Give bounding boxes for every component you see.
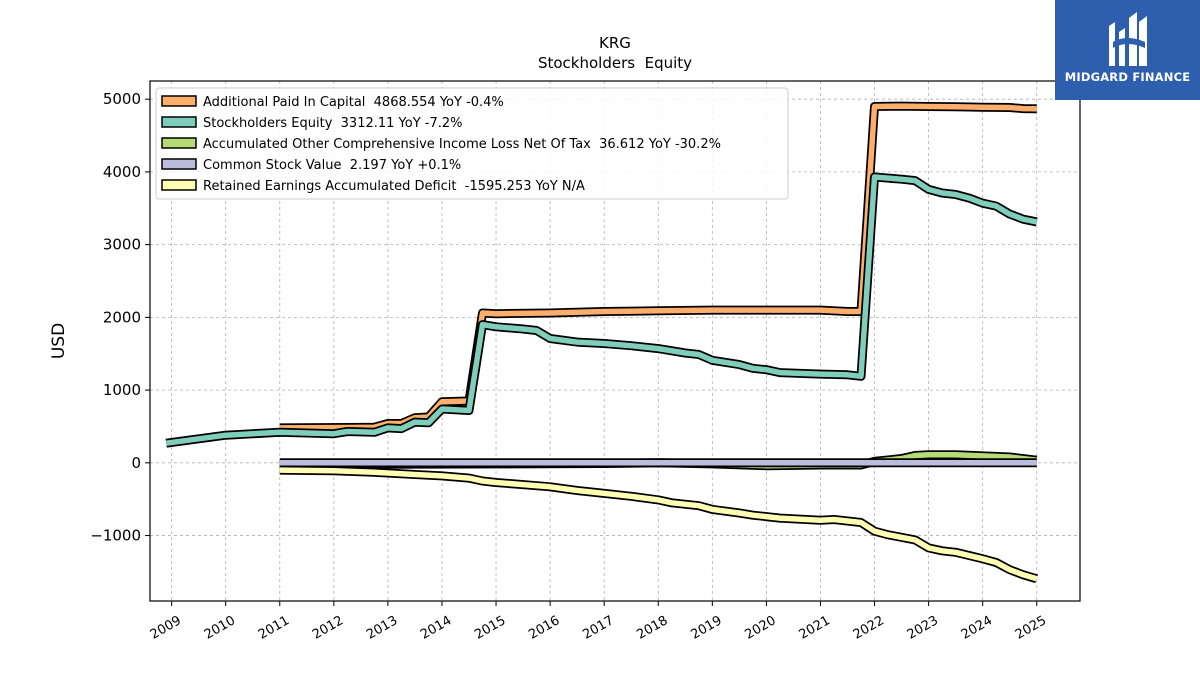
legend-label: Additional Paid In Capital 4868.554 YoY … xyxy=(203,95,504,110)
y-axis-label: USD xyxy=(49,323,69,359)
x-tick-label: 2024 xyxy=(959,613,995,643)
x-tick-label: 2010 xyxy=(202,613,238,643)
x-tick-label: 2009 xyxy=(148,613,184,643)
x-tick-label: 2022 xyxy=(851,613,887,643)
legend-label: Retained Earnings Accumulated Deficit -1… xyxy=(203,179,585,194)
x-tick-label: 2020 xyxy=(743,613,779,643)
legend-label: Common Stock Value 2.197 YoY +0.1% xyxy=(203,158,461,173)
y-tick-label: 2000 xyxy=(103,308,141,326)
x-tick-label: 2023 xyxy=(905,613,941,643)
plot-frame xyxy=(149,80,1081,602)
legend-label: Stockholders Equity 3312.11 YoY -7.2% xyxy=(203,116,463,131)
plot-area xyxy=(165,101,1038,584)
legend-swatch xyxy=(161,158,197,170)
x-tick-label: 2016 xyxy=(526,613,562,643)
x-tick-label: 2014 xyxy=(418,613,454,643)
x-tick-label: 2019 xyxy=(688,613,724,643)
midgard-finance-logo: MIDGARD FINANCE xyxy=(1055,0,1200,100)
x-tick-label: 2013 xyxy=(364,613,400,643)
x-tick-label: 2017 xyxy=(580,613,616,643)
legend: Additional Paid In Capital 4868.554 YoY … xyxy=(155,87,789,200)
midgard-logo-icon xyxy=(1109,12,1147,66)
y-tick-label: 5000 xyxy=(103,90,141,108)
y-tick-label: 1000 xyxy=(103,381,141,399)
y-tick-label: −1000 xyxy=(90,527,141,545)
x-tick-label: 2015 xyxy=(472,613,508,643)
legend-label: Accumulated Other Comprehensive Income L… xyxy=(203,137,721,152)
series-line xyxy=(279,467,1038,582)
x-tick-label: 2011 xyxy=(256,613,292,643)
chart-subtitle: Stockholders Equity xyxy=(538,54,692,72)
legend-swatch xyxy=(161,179,197,191)
x-tick-label: 2018 xyxy=(634,613,670,643)
legend-swatch xyxy=(161,137,197,149)
y-tick-label: 0 xyxy=(131,454,141,472)
series-line xyxy=(165,174,1038,446)
logo-text: MIDGARD FINANCE xyxy=(1064,70,1191,84)
x-tick-label: 2025 xyxy=(1013,613,1049,643)
chart-title: KRG xyxy=(599,34,631,52)
legend-swatch xyxy=(161,95,197,107)
legend-box xyxy=(155,87,789,200)
x-tick-label: 2021 xyxy=(797,613,833,643)
y-tick-label: 4000 xyxy=(103,163,141,181)
x-tick-label: 2012 xyxy=(310,613,346,643)
legend-swatch xyxy=(161,116,197,128)
y-tick-label: 3000 xyxy=(103,236,141,254)
